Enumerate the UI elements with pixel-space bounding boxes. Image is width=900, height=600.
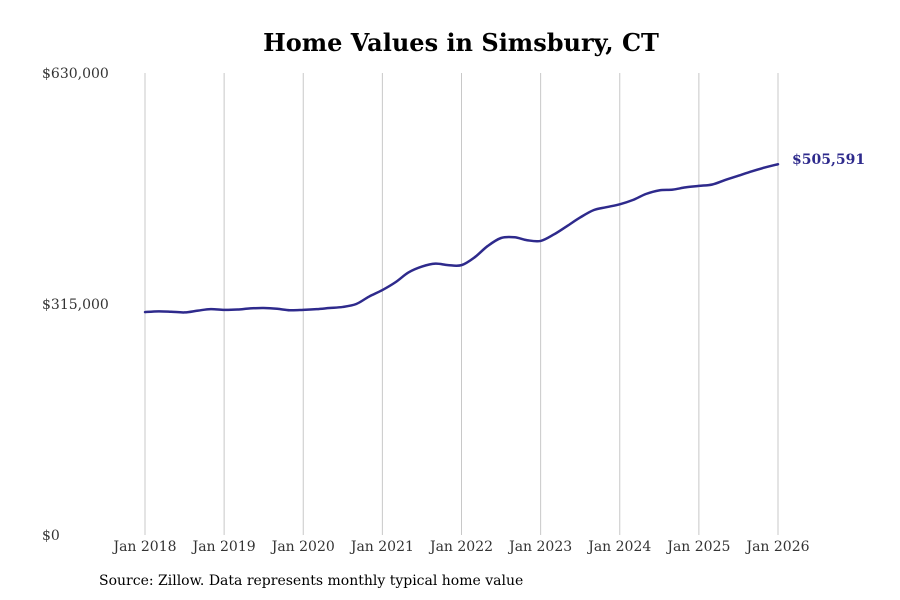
y-tick-label: $315,000 bbox=[42, 297, 109, 313]
x-tick-label: Jan 2025 bbox=[665, 539, 730, 555]
end-value-label: $505,591 bbox=[792, 152, 865, 168]
series-line-0 bbox=[143, 162, 780, 314]
series-layer bbox=[143, 162, 780, 314]
y-tick-label: $630,000 bbox=[42, 66, 109, 82]
x-axis-ticks: Jan 2018 Jan 2019 Jan 2020 Jan 2021 Jan 2022… bbox=[111, 539, 809, 555]
y-tick-label: $0 bbox=[42, 528, 60, 544]
y-axis-ticks: $0 $315,000 $630,000 bbox=[42, 66, 109, 544]
x-tick-label: Jan 2021 bbox=[349, 539, 414, 555]
chart-title: Home Values in Simsbury, CT bbox=[263, 28, 659, 57]
x-tick-label: Jan 2022 bbox=[428, 539, 493, 555]
source-note: Source: Zillow. Data represents monthly … bbox=[99, 573, 524, 589]
gridlines bbox=[144, 73, 779, 535]
x-tick-label: Jan 2024 bbox=[586, 539, 651, 555]
x-tick-label: Jan 2023 bbox=[507, 539, 572, 555]
x-tick-label: Jan 2019 bbox=[191, 539, 256, 555]
x-tick-label: Jan 2020 bbox=[270, 539, 335, 555]
x-tick-label: Jan 2026 bbox=[744, 539, 809, 555]
x-tick-label: Jan 2018 bbox=[111, 539, 176, 555]
